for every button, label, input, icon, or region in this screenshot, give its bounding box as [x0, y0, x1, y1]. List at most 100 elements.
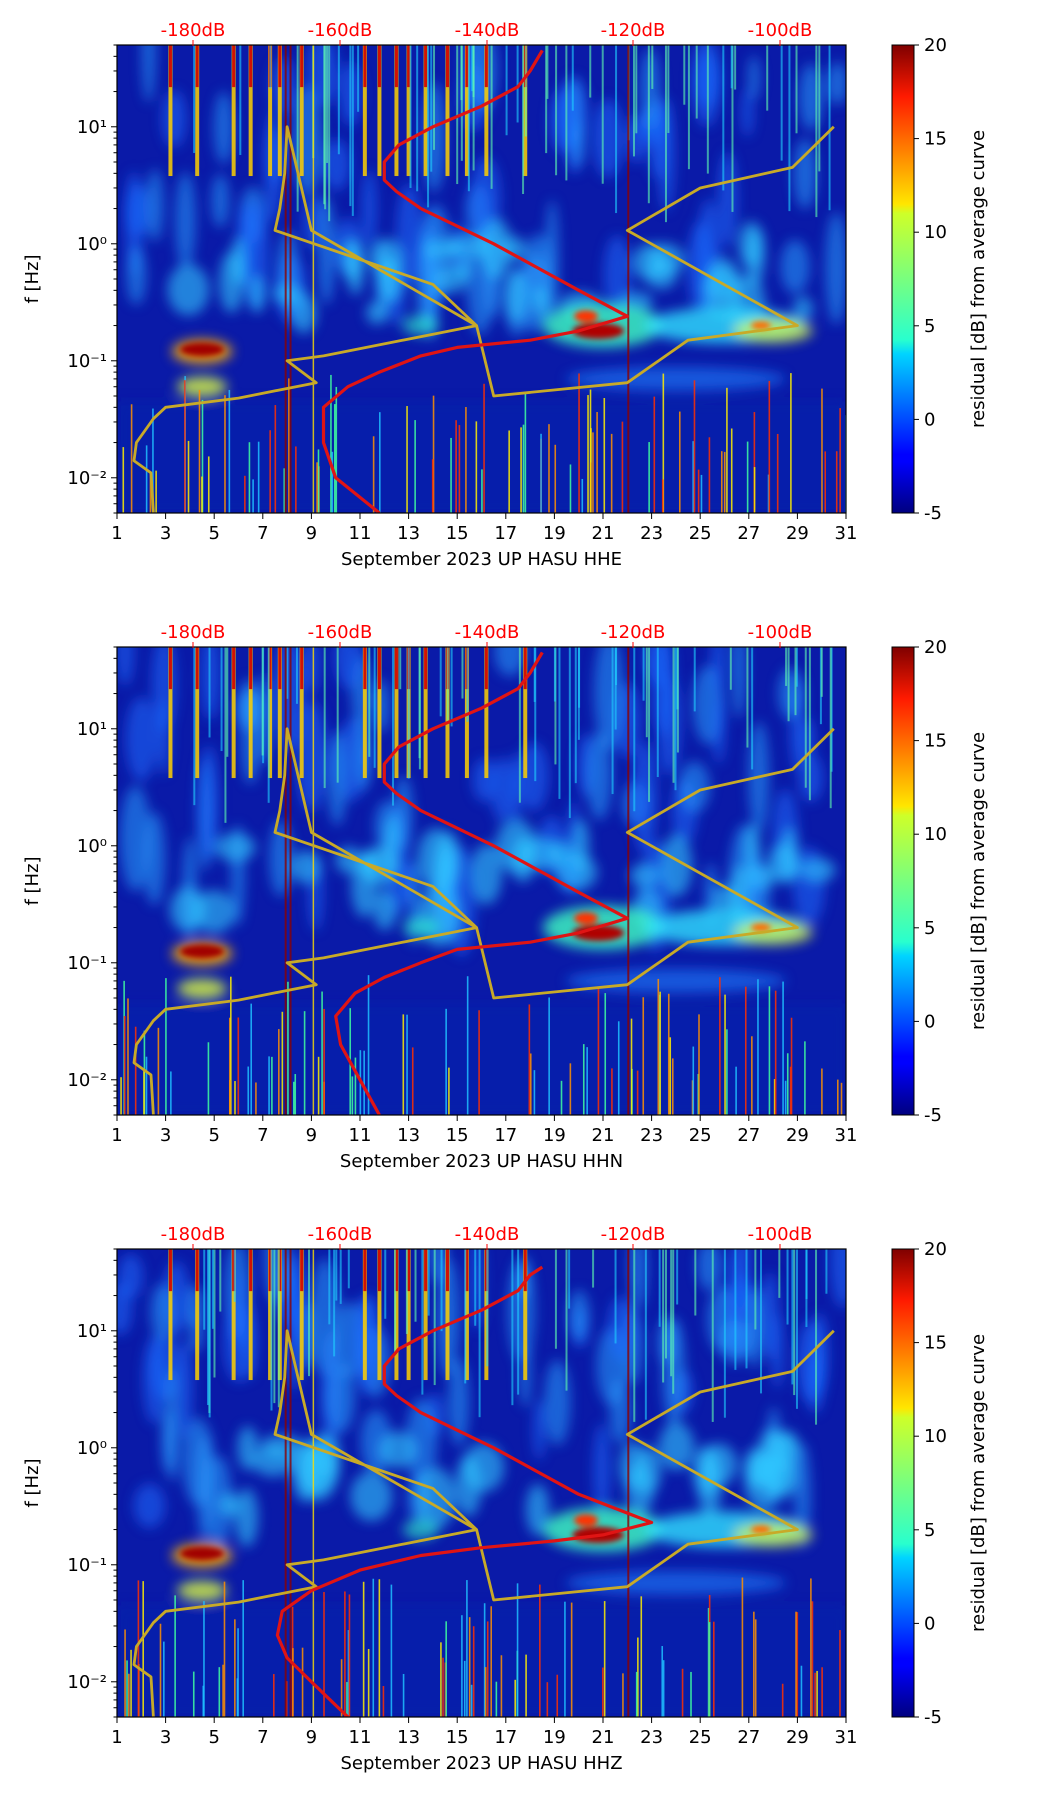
x-tick-label: 11: [349, 1125, 372, 1146]
x-tick-label: 7: [257, 1727, 268, 1748]
colorbar-tick-label: 10: [924, 222, 947, 243]
x-tick-label: 21: [592, 1727, 615, 1748]
top-axis: -180dB -160dB -140dB -120dB -100dB: [161, 622, 813, 648]
x-tick-label: 31: [835, 523, 858, 544]
y-axis-label: f [Hz]: [22, 254, 43, 303]
colorbar: -5 0 5 10 15 20 residual [dB] from average cur…: [891, 637, 989, 1126]
x-tick-label: 7: [257, 1125, 268, 1146]
noise-model-curve: [132, 125, 835, 513]
x-tick-label: 23: [640, 1125, 663, 1146]
x-axis-label: September 2023 UP HASU HHE: [341, 549, 622, 570]
y-tick-label: 10¹: [77, 719, 107, 740]
x-tick-label: 15: [446, 523, 469, 544]
x-tick-label: 17: [494, 523, 517, 544]
colorbar-tick-label: 20: [924, 637, 947, 658]
x-tick-label: 27: [737, 523, 760, 544]
x-tick-label: 19: [543, 1125, 566, 1146]
top-tick-label: -120dB: [601, 622, 666, 643]
x-tick-label: 1: [111, 523, 122, 544]
colorbar-tick-label: 15: [924, 1333, 947, 1354]
y-tick-label: 10¹: [77, 117, 107, 138]
y-tick-label: 10⁻¹: [67, 1555, 107, 1576]
y-axis-label: f [Hz]: [22, 1458, 43, 1507]
top-tick-label: -120dB: [601, 1224, 666, 1245]
y-tick-label: 10⁰: [77, 836, 107, 857]
colorbar-tick-label: 20: [924, 1239, 947, 1260]
y-tick-label: 10⁰: [77, 1438, 107, 1459]
colorbar-label: residual [dB] from average curve: [968, 732, 989, 1030]
x-tick-label: 17: [494, 1125, 517, 1146]
y-tick-label: 10⁻²: [67, 1070, 107, 1091]
top-tick-label: -100dB: [748, 622, 813, 643]
top-tick-label: -180dB: [161, 20, 226, 41]
x-tick-label: 19: [543, 523, 566, 544]
y-tick-label: 10¹: [77, 1321, 107, 1342]
x-tick-label: 15: [446, 1125, 469, 1146]
top-tick-label: -140dB: [455, 20, 520, 41]
spectrogram-image: [117, 647, 846, 1115]
x-tick-label: 15: [446, 1727, 469, 1748]
colorbar-tick-label: 10: [924, 824, 947, 845]
y-tick-label: 10⁰: [77, 234, 107, 255]
x-tick-label: 9: [306, 523, 317, 544]
colorbar-tick-label: 0: [924, 409, 935, 430]
colorbar-tick-label: -5: [924, 1105, 942, 1126]
top-tick-label: -140dB: [455, 1224, 520, 1245]
noise-model-curve: [132, 1329, 835, 1717]
x-tick-label: 29: [786, 1727, 809, 1748]
x-tick-label: 25: [689, 1125, 712, 1146]
colorbar-tick-label: 0: [924, 1613, 935, 1634]
y-tick-label: 10⁻²: [67, 468, 107, 489]
x-tick-label: 11: [349, 1727, 372, 1748]
median-curve: [275, 1265, 654, 1717]
top-tick-label: -180dB: [161, 1224, 226, 1245]
top-tick-label: -160dB: [308, 20, 373, 41]
x-tick-label: 29: [786, 1125, 809, 1146]
colorbar: -5 0 5 10 15 20 residual [dB] from average cur…: [891, 35, 989, 524]
colorbar: -5 0 5 10 15 20 residual [dB] from average cur…: [891, 1239, 989, 1728]
colorbar-label: residual [dB] from average curve: [968, 130, 989, 428]
spectrogram-hotspots: [180, 912, 771, 959]
spectrogram-streaks: [120, 647, 843, 1115]
x-tick-label: 7: [257, 523, 268, 544]
x-tick-label: 3: [160, 1125, 171, 1146]
x-tick-label: 5: [208, 523, 219, 544]
colorbar-tick-label: -5: [924, 503, 942, 524]
y-tick-label: 10⁻¹: [67, 953, 107, 974]
x-tick-label: 5: [208, 1125, 219, 1146]
colorbar-tick-label: 5: [924, 918, 935, 939]
x-tick-label: 23: [640, 1727, 663, 1748]
y-axis-label: f [Hz]: [22, 856, 43, 905]
top-tick-label: -180dB: [161, 622, 226, 643]
x-tick-label: 27: [737, 1727, 760, 1748]
top-axis: -180dB -160dB -140dB -120dB -100dB: [161, 1224, 812, 1250]
colorbar-tick-label: 15: [924, 731, 947, 752]
x-axis-label: September 2023 UP HASU HHZ: [340, 1753, 622, 1774]
colorbar-tick-label: 15: [924, 129, 947, 150]
top-tick-label: -120dB: [601, 20, 666, 41]
y-tick-label: 10⁻²: [67, 1672, 107, 1693]
colorbar-tick-label: 20: [924, 35, 947, 56]
x-tick-label: 9: [306, 1125, 317, 1146]
y-tick-label: 10⁻¹: [67, 351, 107, 372]
x-tick-label: 3: [160, 1727, 171, 1748]
spectrogram-streaks: [122, 45, 846, 513]
x-tick-label: 13: [397, 1125, 420, 1146]
top-tick-label: -160dB: [308, 622, 373, 643]
x-tick-label: 13: [397, 1727, 420, 1748]
x-tick-label: 11: [349, 523, 372, 544]
x-tick-label: 13: [397, 523, 420, 544]
x-tick-label: 17: [494, 1727, 517, 1748]
x-tick-label: 23: [640, 523, 663, 544]
median-curve: [334, 651, 629, 1115]
colorbar-gradient: [891, 646, 915, 1116]
colorbar-label: residual [dB] from average curve: [968, 1334, 989, 1632]
top-tick-label: -100dB: [748, 20, 813, 41]
top-tick-label: -160dB: [308, 1224, 373, 1245]
